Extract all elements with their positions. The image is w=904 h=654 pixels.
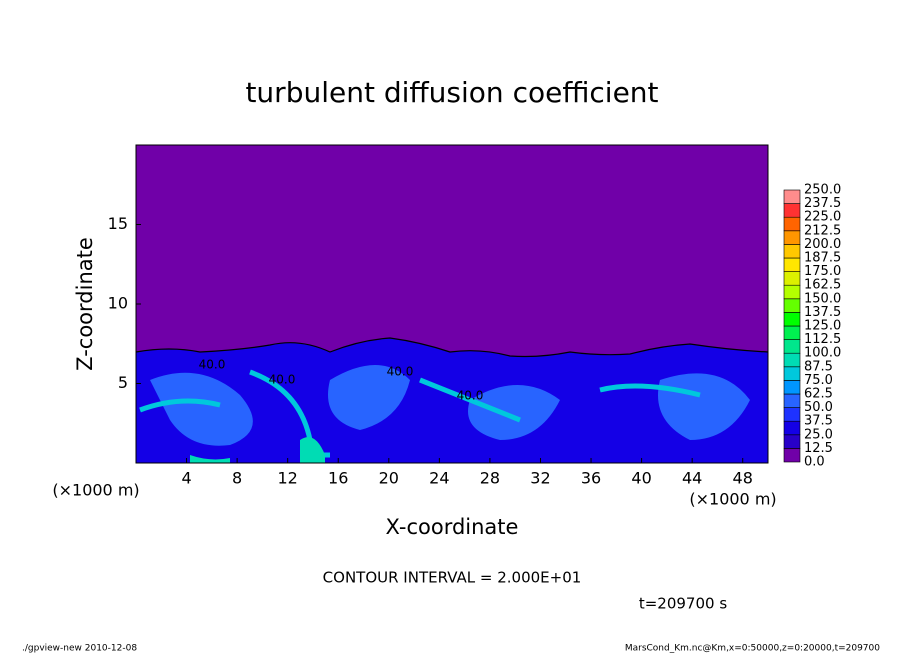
colorbar-label: 162.5	[804, 278, 841, 293]
colorbar-label: 212.5	[804, 223, 841, 238]
x-tick-label: 24	[429, 469, 449, 488]
colorbar-swatch	[783, 203, 801, 218]
colorbar-label: 237.5	[804, 196, 841, 211]
x-tick-label: 44	[682, 469, 702, 488]
colorbar-label: 12.5	[804, 441, 833, 456]
colorbar-label: 200.0	[804, 237, 841, 252]
time-label: t=209700 s	[639, 595, 727, 613]
colorbar-label: 250.0	[804, 183, 841, 198]
x-unit: (×1000 m)	[689, 490, 776, 509]
colorbar-swatch	[783, 380, 801, 395]
colorbar-swatch	[783, 325, 801, 340]
colorbar-label: 150.0	[804, 291, 841, 306]
x-tick-label: 48	[733, 469, 753, 488]
colorbar-swatch	[783, 257, 801, 272]
eddy-filament	[139, 369, 701, 458]
colorbar-label: 75.0	[804, 373, 833, 388]
contour-field: 40.0 40.0 40.0 40.0	[135, 145, 769, 463]
turbulent-layer	[136, 338, 768, 463]
colorbar-swatch	[783, 230, 801, 245]
x-tick-label: 32	[530, 469, 550, 488]
eddy-peak	[190, 437, 325, 463]
x-axis-label: X-coordinate	[386, 515, 519, 539]
colorbar-label: 137.5	[804, 305, 841, 320]
colorbar-swatch	[783, 298, 801, 313]
y-unit: (×1000 m)	[52, 481, 139, 500]
colorbar-swatch	[783, 284, 801, 300]
eddy	[150, 365, 750, 446]
x-tick-label: 4	[181, 469, 191, 488]
colorbar-swatch	[783, 312, 801, 327]
colorbar-swatch	[783, 339, 801, 354]
colorbar-label: 175.0	[804, 264, 841, 279]
colorbar-label: 0.0	[804, 455, 825, 470]
colorbar-swatch	[783, 407, 801, 422]
colorbar-label: 50.0	[804, 400, 833, 415]
contour-label: 40.0	[269, 373, 296, 387]
colorbar-label: 25.0	[804, 427, 833, 442]
contour-label: 40.0	[387, 365, 414, 379]
footer-left: ./gpview-new 2010-12-08	[22, 644, 137, 654]
x-tick-label: 28	[480, 469, 500, 488]
contour-label: 40.0	[199, 358, 226, 372]
x-tick-label: 16	[328, 469, 348, 488]
y-tick-label: 10	[108, 294, 128, 313]
colorbar-swatch	[783, 393, 801, 408]
x-tick-label: 12	[278, 469, 298, 488]
colorbar-label: 125.0	[804, 319, 841, 334]
x-tick-label: 36	[581, 469, 601, 488]
colorbar-label: 87.5	[804, 359, 833, 374]
colorbar-swatch	[783, 271, 801, 286]
contour-label: 40.0	[457, 389, 484, 403]
colorbar-swatch	[783, 352, 801, 368]
chart-title: turbulent diffusion coefficient	[245, 76, 658, 109]
colorbar-label: 112.5	[804, 332, 841, 347]
colorbar-swatch	[783, 244, 801, 259]
y-tick-label: 15	[108, 214, 128, 233]
colorbar-label: 225.0	[804, 210, 841, 225]
contour-interval: CONTOUR INTERVAL = 2.000E+01	[323, 569, 582, 587]
x-tick-label: 8	[232, 469, 242, 488]
x-tick-label: 40	[631, 469, 651, 488]
colorbar-label: 187.5	[804, 251, 841, 266]
colorbar-swatch	[783, 448, 801, 463]
y-axis-label: Z-coordinate	[73, 237, 97, 371]
colorbar-label: 37.5	[804, 414, 833, 429]
colorbar-label: 62.5	[804, 387, 833, 402]
colorbar-swatch	[783, 189, 801, 204]
colorbar-swatch	[783, 216, 801, 232]
colorbar-swatch	[783, 420, 801, 436]
colorbar-swatch	[783, 434, 801, 449]
colorbar-label: 100.0	[804, 346, 841, 361]
contour-line	[135, 337, 769, 358]
colorbar-swatch	[783, 366, 801, 381]
footer-right: MarsCond_Km.nc@Km,x=0:50000,z=0:20000,t=…	[625, 644, 880, 654]
y-tick-label: 5	[118, 373, 128, 392]
x-tick-label: 20	[379, 469, 399, 488]
